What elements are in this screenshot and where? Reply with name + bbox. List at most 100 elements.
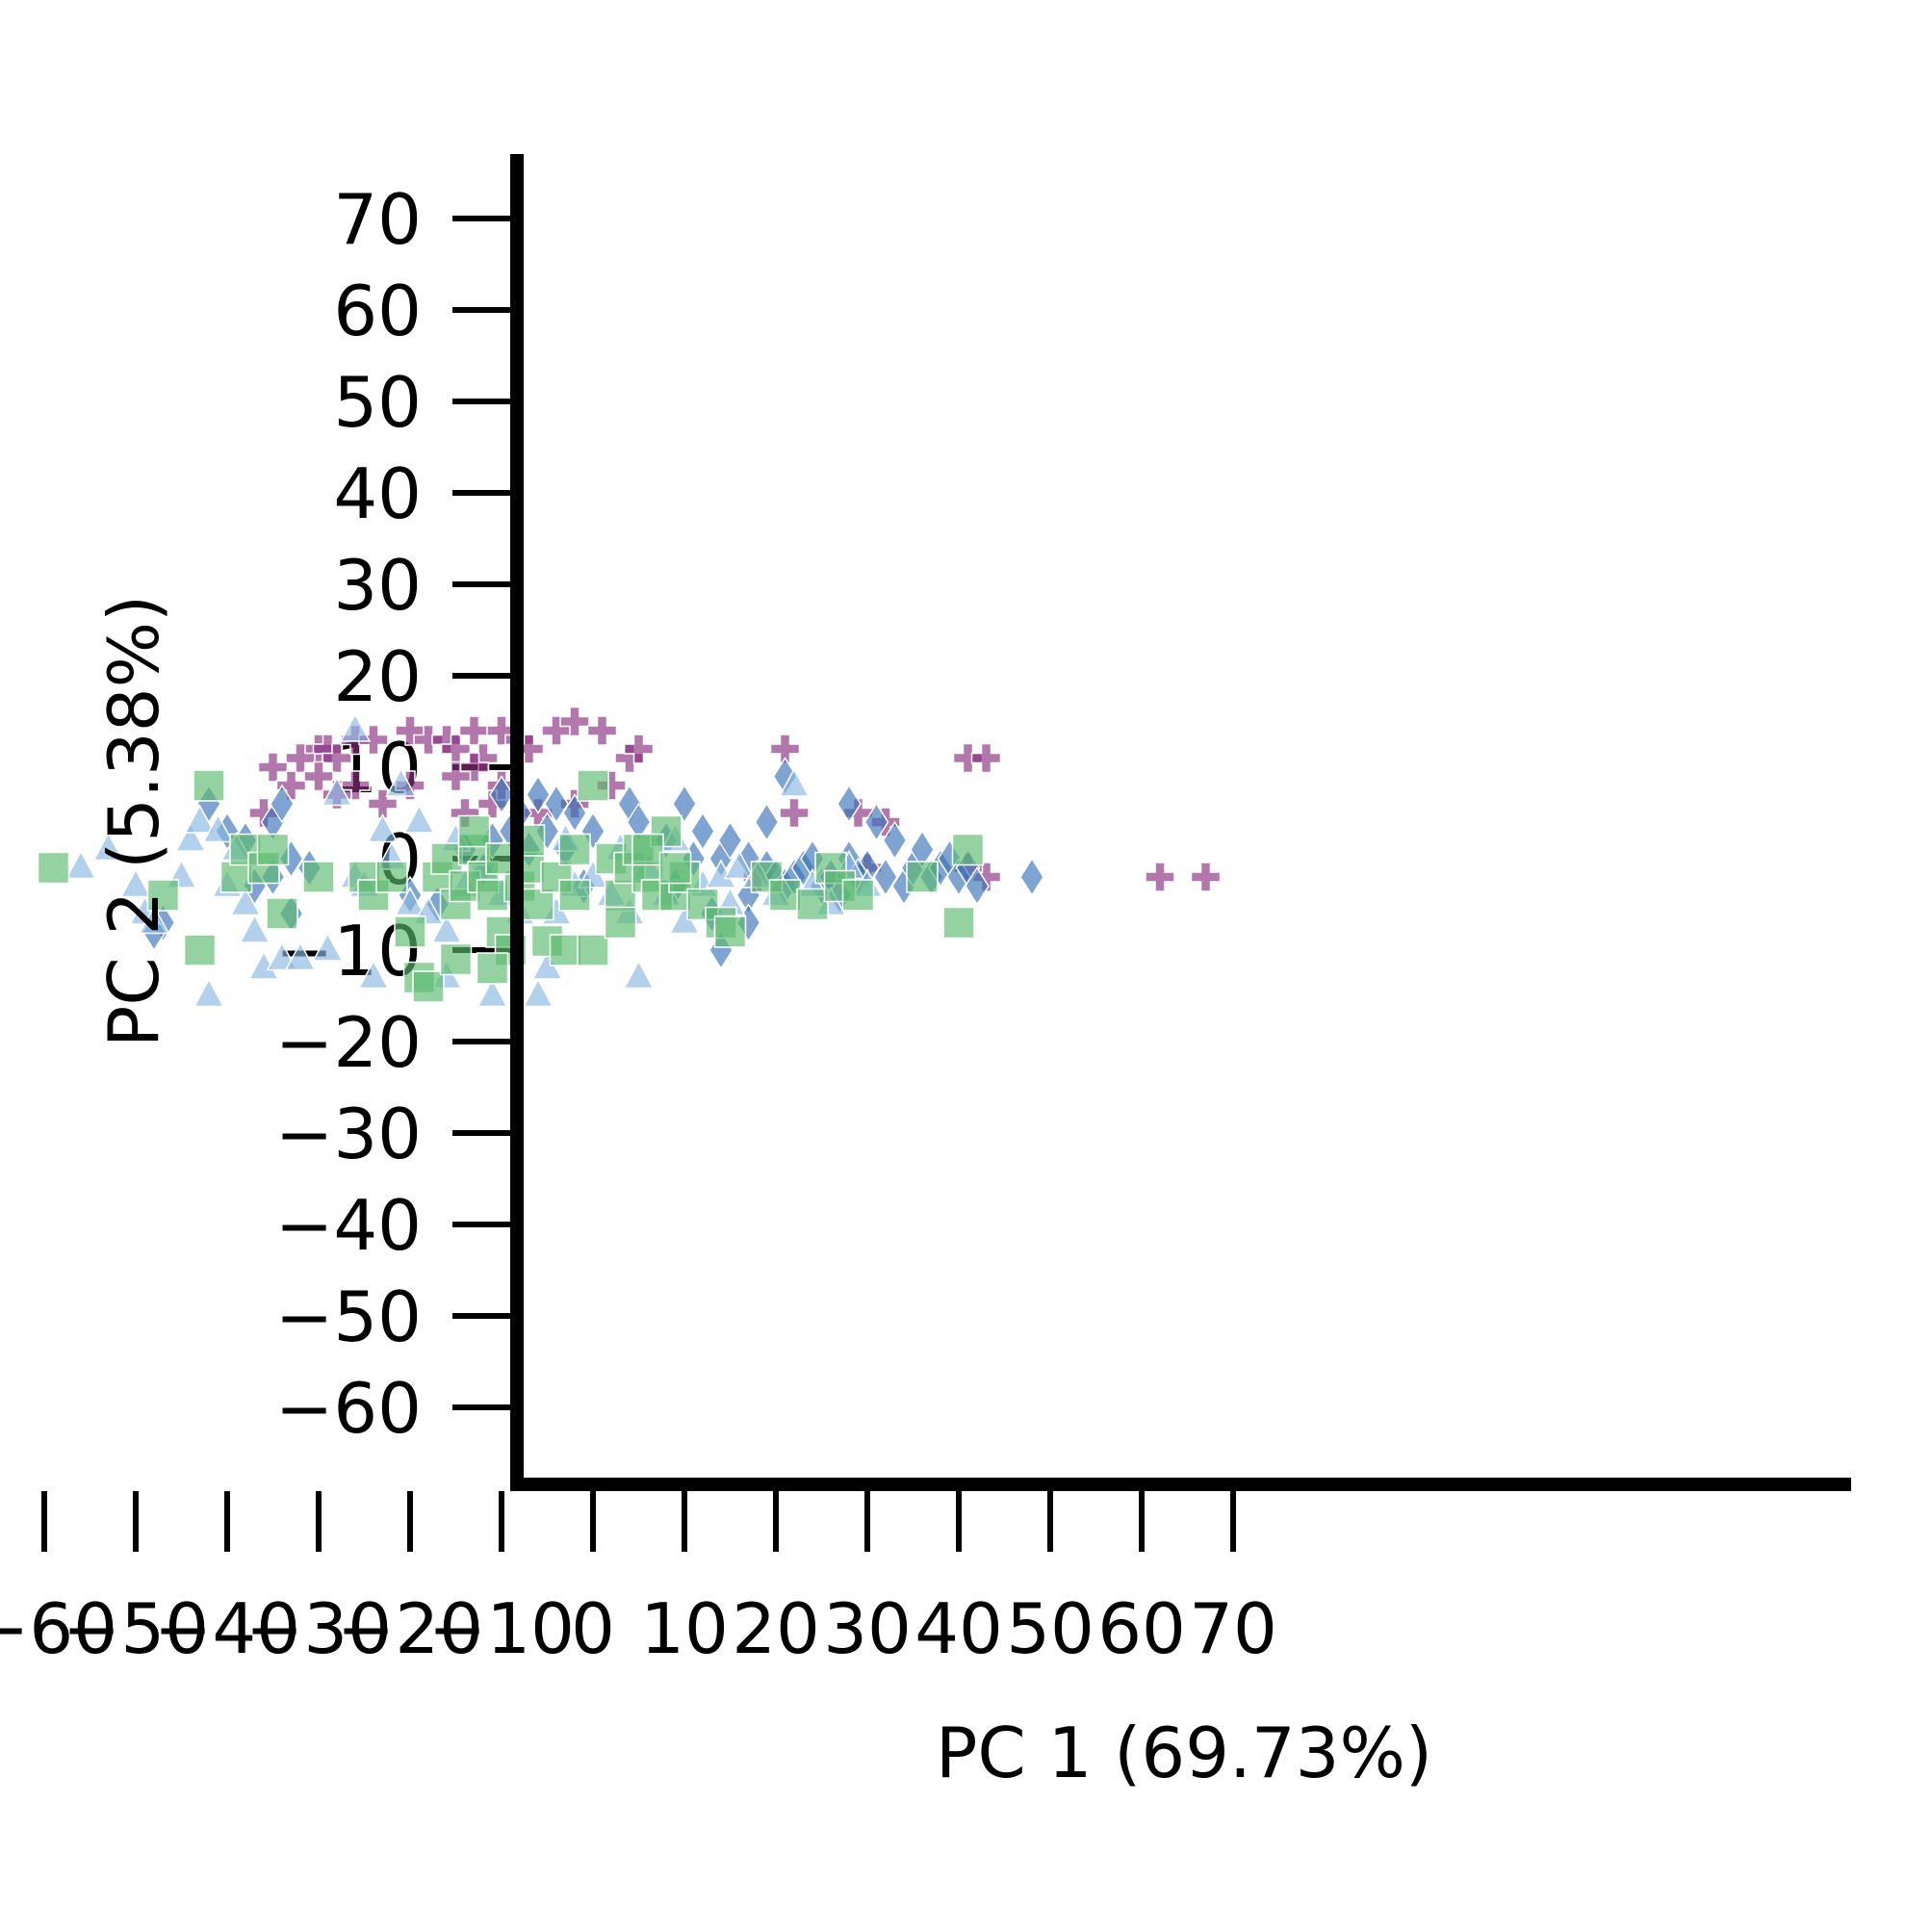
scatter-point-square xyxy=(375,861,408,893)
scatter-point-triangle xyxy=(184,804,216,834)
scatter-point-triangle xyxy=(174,822,207,852)
x-tick-label: 0 xyxy=(571,1588,615,1669)
scatter-point-diamond xyxy=(882,820,908,861)
scatter-point-triangle xyxy=(321,776,353,807)
scatter-point-square xyxy=(631,833,664,866)
scatter-point-triangle xyxy=(92,831,124,862)
scatter-point-triangle xyxy=(477,977,508,1008)
scatter-point-square xyxy=(558,879,591,912)
y-tick-label: −30 xyxy=(275,1094,422,1174)
scatter-point-plus xyxy=(769,734,801,764)
scatter-point-triangle xyxy=(394,886,426,916)
scatter-point-square xyxy=(476,952,509,985)
scatter-point-diamond xyxy=(270,784,295,824)
scatter-point-triangle xyxy=(357,959,390,990)
scatter-point-square xyxy=(713,915,747,948)
scatter-point-square xyxy=(750,861,784,893)
y-axis-title: PC 2 (5.38%) xyxy=(93,595,174,1047)
scatter-point-square xyxy=(558,833,591,866)
scatter-point-diamond xyxy=(873,857,898,897)
scatter-point-square xyxy=(951,833,985,866)
scatter-point-triangle xyxy=(239,914,270,943)
x-tick-label: −10 xyxy=(428,1588,575,1669)
scatter-point-square xyxy=(266,897,298,930)
x-tick-label: 50 xyxy=(1006,1588,1095,1669)
y-tick-label: 40 xyxy=(333,453,422,534)
x-axis-ticks: −60−50−40−30−20−100 10 20 30 40 50 60 70 xyxy=(0,1491,1277,1669)
scatter-point-triangle xyxy=(119,867,152,898)
scatter-point-square xyxy=(577,934,609,966)
scatter-point-plus xyxy=(458,715,490,746)
y-tick-label: −50 xyxy=(275,1276,422,1357)
scatter-point-square xyxy=(549,934,582,966)
scatter-point-diamond xyxy=(1019,857,1044,897)
scatter-point-diamond xyxy=(544,784,569,824)
scatter-point-plus xyxy=(367,788,399,819)
scatter-point-square xyxy=(604,879,637,912)
scatter-point-triangle xyxy=(385,767,417,797)
scatter-point-square xyxy=(439,942,473,976)
y-tick-label: −20 xyxy=(275,1002,422,1083)
scatter-point-square xyxy=(37,851,70,885)
scatter-point-triangle xyxy=(229,886,262,916)
x-tick-label: −50 xyxy=(63,1588,209,1669)
scatter-point-square xyxy=(522,888,554,921)
scatter-point-diamond xyxy=(690,811,715,851)
scatter-point-square xyxy=(256,833,290,866)
scatter-point-plus xyxy=(970,742,1002,774)
x-tick-label: −60 xyxy=(0,1588,117,1669)
scatter-point-square xyxy=(183,934,217,966)
y-tick-label: 30 xyxy=(333,545,422,626)
x-tick-label: 30 xyxy=(823,1588,912,1669)
scatter-point-square xyxy=(658,851,692,885)
scatter-point-diamond xyxy=(863,802,889,842)
scatter-point-triangle xyxy=(522,977,554,1008)
scatter-point-square xyxy=(193,769,225,802)
scatter-point-triangle xyxy=(723,849,756,880)
scatter-point-square xyxy=(219,861,253,893)
scatter-point-triangle xyxy=(339,712,372,742)
scatter-point-square xyxy=(476,879,509,912)
scatter-point-plus xyxy=(440,760,472,792)
scatter-point-triangle xyxy=(367,812,399,843)
scatter-point-square xyxy=(796,888,829,921)
scatter-point-diamond xyxy=(837,784,862,824)
scatter-point-plus xyxy=(322,742,352,774)
scatter-point-triangle xyxy=(430,914,463,943)
x-tick-label: −40 xyxy=(154,1588,300,1669)
scatter-point-triangle xyxy=(623,959,655,990)
x-axis-title: PC 1 (69.73%) xyxy=(936,1713,1432,1793)
scatter-point-square xyxy=(577,769,609,802)
scatter-point-square xyxy=(412,970,445,1003)
scatter-point-diamond xyxy=(672,784,697,824)
scatter-point-square xyxy=(604,906,637,940)
scatter-point-square xyxy=(430,842,463,875)
x-tick-label: 70 xyxy=(1189,1588,1277,1669)
scatter-point-plus xyxy=(275,770,307,801)
y-tick-label: 50 xyxy=(333,362,422,443)
scatter-point-plus xyxy=(1190,862,1222,892)
y-tick-label: 70 xyxy=(333,179,422,260)
scatter-point-diamond xyxy=(965,866,990,906)
scatter-point-triangle xyxy=(64,849,97,880)
scatter-point-plus xyxy=(779,797,810,829)
x-tick-label: 60 xyxy=(1097,1588,1186,1669)
y-tick-label: −40 xyxy=(275,1185,422,1266)
scatter-point-plus xyxy=(257,752,289,783)
x-tick-label: −20 xyxy=(337,1588,483,1669)
scatter-point-plus xyxy=(559,706,590,737)
scatter-point-square xyxy=(394,915,426,948)
scatter-point-plus xyxy=(303,760,334,792)
scatter-point-diamond xyxy=(717,820,743,861)
scatter-point-square xyxy=(906,861,939,893)
x-tick-label: 10 xyxy=(640,1588,729,1669)
scatter-point-triangle xyxy=(138,904,170,935)
scatter-point-plus xyxy=(1145,862,1175,892)
scatter-point-square xyxy=(841,879,875,912)
x-tick-label: 40 xyxy=(914,1588,1003,1669)
scatter-point-square xyxy=(457,814,491,848)
scatter-point-square xyxy=(768,879,802,912)
scatter-point-square xyxy=(146,879,180,912)
scatter-point-plus xyxy=(586,715,618,746)
scatter-point-plus xyxy=(623,734,655,764)
